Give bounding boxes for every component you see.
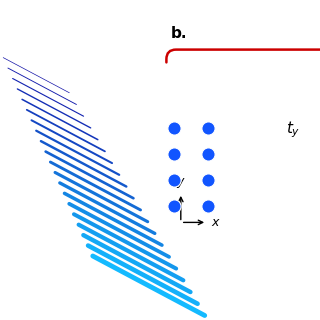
Point: [205, 178, 211, 183]
Point: [205, 125, 211, 130]
Text: b.: b.: [171, 26, 188, 41]
Point: [172, 204, 177, 209]
Point: [205, 204, 211, 209]
Text: $y$: $y$: [176, 176, 186, 190]
Text: $t_y$: $t_y$: [286, 119, 301, 140]
Point: [172, 125, 177, 130]
Point: [172, 151, 177, 156]
Text: $x$: $x$: [211, 216, 221, 229]
Point: [172, 178, 177, 183]
Point: [205, 151, 211, 156]
